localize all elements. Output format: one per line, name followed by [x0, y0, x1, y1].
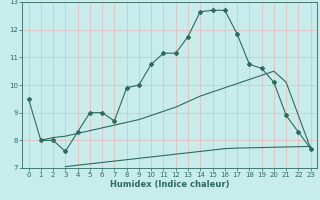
X-axis label: Humidex (Indice chaleur): Humidex (Indice chaleur) — [110, 180, 229, 189]
